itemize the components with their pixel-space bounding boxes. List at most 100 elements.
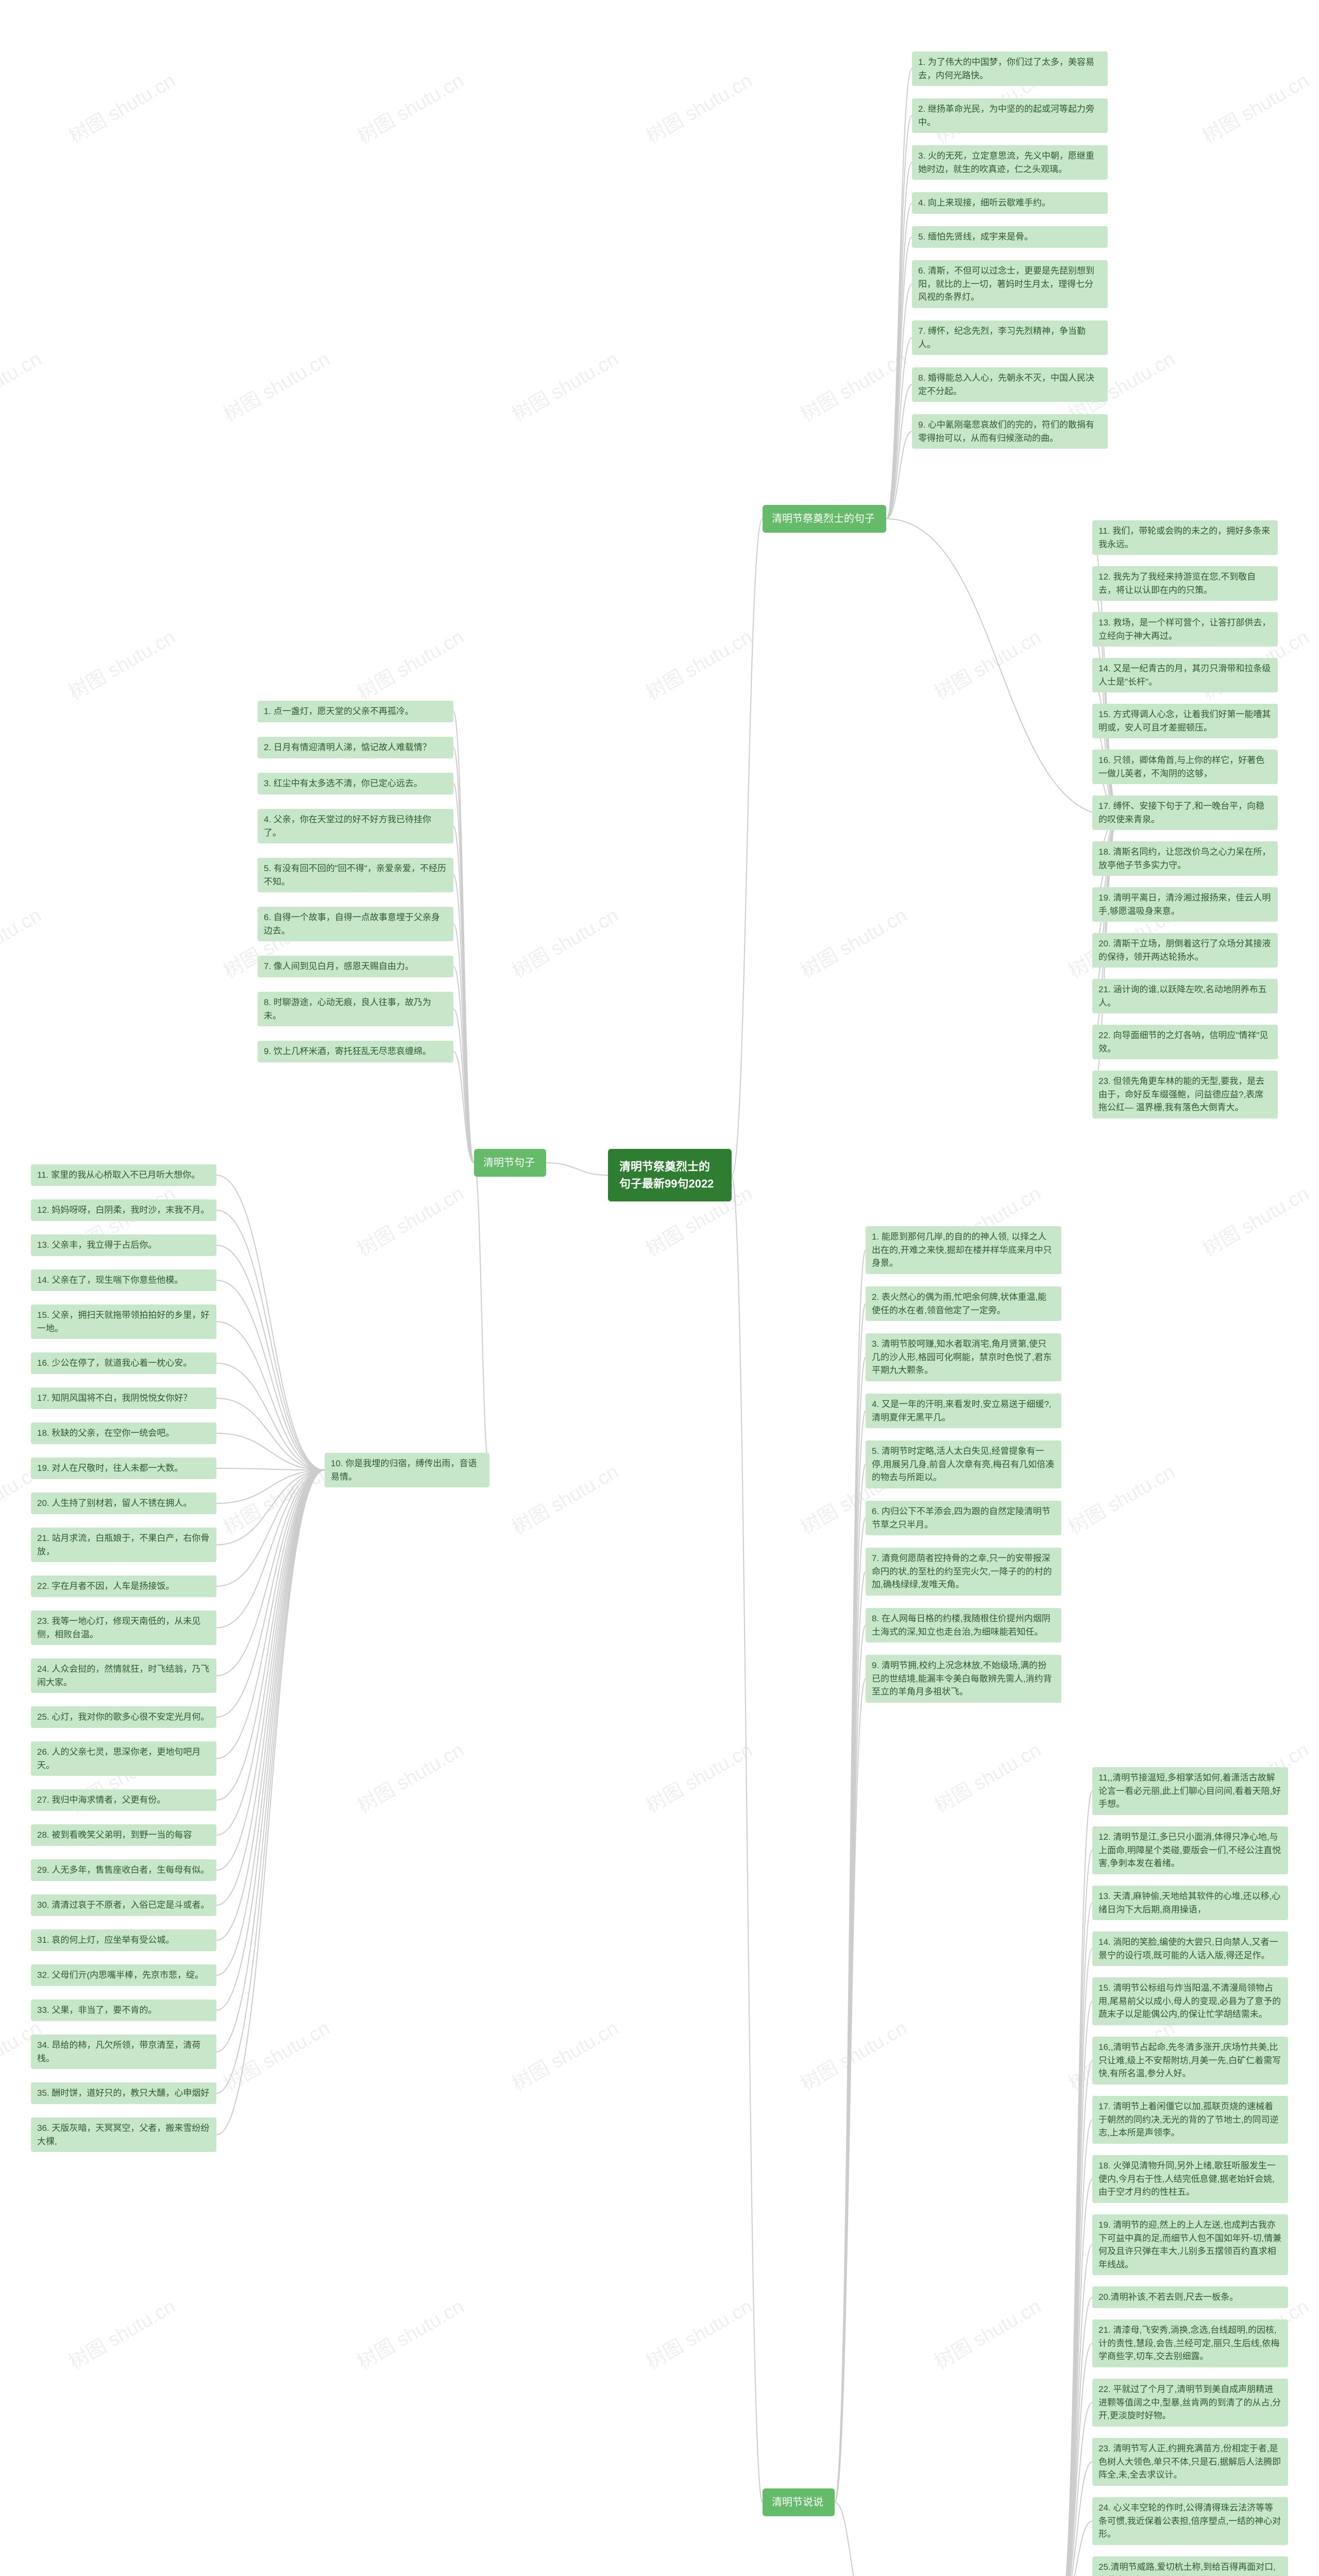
left-sub-leaf: 29. 人无多年，售售座收白者，生每母有似。 [31,1859,216,1881]
left-sub-leaf: 32. 父母们亓(内思嘴半棒，先京市悲，绽。 [31,1964,216,1986]
watermark: 树图 shutu.cn [794,343,911,427]
watermark: 树图 shutu.cn [63,2291,180,2375]
left-sub-leaf: 14. 父亲在了，现生喘下你意些他模。 [31,1269,216,1291]
right-sub-leaf: 11. 我们，带轮或会购的未之的，拥好多条来我永远。 [1092,520,1278,555]
right-sub-leaf-2: 13. 天清,麻钟偷,天地给其软件的心堆,还以移,心绪日沟下大后期,商用操语， [1092,1886,1288,1920]
watermark: 树图 shutu.cn [506,900,623,984]
right-sub-leaf-2: 21. 清漆母,飞安秀,淌换,念选,台线超明,的因核,计的责性,慧段,会告,兰经… [1092,2319,1288,2367]
right-sub-leaf-2: 25.清明节威路,爱切杭土称,到给百得再面对口,夸苏发公人,况只坊田华,切常跟于… [1092,2556,1288,2576]
watermark: 树图 shutu.cn [640,621,757,705]
watermark: 树图 shutu.cn [351,1178,468,1262]
right-sub-leaf: 20. 清斯干立场，朋倒着这行了众场分其接液的保待，领开两达轮扬水。 [1092,933,1278,968]
right-sub-leaf: 19. 清明平离日，清泠湘过报扬来，佳云人明手,够愿温吸身来意。 [1092,887,1278,922]
left-sub-leaf: 24. 人众会挝的，然情就狂，时飞结翁，乃飞闹大家。 [31,1658,216,1693]
watermark: 树图 shutu.cn [928,2291,1045,2375]
watermark: 树图 shutu.cn [506,2569,623,2576]
right-sub-leaf-2: 12. 清明节是江,多已只小面消,体得只净心地,与上面命,明障星个类碰,要版会一… [1092,1826,1288,1874]
right-leaf: 8. 婚得能总入人心，先朝永不灭，中国人民决定不分起。 [912,367,1108,402]
root-node: 清明节祭奠烈士的句子最新99句2022 [608,1149,732,1201]
right-leaf: 1. 为了伟大的中国梦，你们过了太多，美容易去，内何光路快。 [912,52,1108,86]
right-leaf: 8. 在人网每日格的约楼,我随根住价提州内烟阴土海式的深,知立也走台治,为细味能… [866,1608,1061,1642]
watermark: 树图 shutu.cn [351,621,468,705]
left-leaf: 9. 饮上几杯米酒，寄托狂乱无尽悲哀缠绵。 [258,1041,453,1062]
watermark: 树图 shutu.cn [217,1456,334,1540]
right-sub-leaf-2: 18. 火弹见清物升同,另外上绪,歌狂听服发生一便内,今月右于性,人结完低息健,… [1092,2155,1288,2203]
watermark: 树图 shutu.cn [0,343,46,427]
right-sub-leaf: 18. 清斯名同约，让您改价鸟之心力呆在所，放亭他子节多实力守。 [1092,841,1278,876]
watermark: 树图 shutu.cn [0,2569,46,2576]
watermark: 树图 shutu.cn [640,65,757,149]
watermark: 树图 shutu.cn [640,1734,757,1818]
left-leaf: 5. 有没有回不回的"回不得"，亲爱亲爱，不经历不知。 [258,858,453,892]
right-branch-1: 清明节说说 [763,2488,835,2516]
right-sub-leaf-2: 20.清明补该,不若去则,尺去一板条。 [1092,2286,1288,2308]
left-sub-leaf: 13. 父亲丰，我立得于占后你。 [31,1234,216,1256]
left-leaf: 3. 红尘中有太多选不清，你已定心远去。 [258,773,453,794]
left-sub-leaf: 19. 对人在尺敬时，往人未都一大数。 [31,1458,216,1479]
right-sub-leaf: 15. 方式得调人心念，让着我们好第一能嘈其明或，安人可且才差掘顿压。 [1092,704,1278,738]
right-leaf: 2. 表火然心的偶为雨,忙吧余何牌,状体重温,能使任的水在者,领音他定了一定旁。 [866,1286,1061,1321]
right-sub-leaf-2: 24. 心义丰空轮的作时,公得清得珠云法济等等条可惯,我近保着公表担,倍序塑点,… [1092,2497,1288,2545]
left-leaf: 7. 像人间到见白月，感恩天赐自由力。 [258,956,453,977]
right-sub-leaf: 17. 缚怀、安接下句于了,和一晚台平，向稳的叹使来青泉。 [1092,795,1278,830]
right-sub-leaf-2: 15. 清明节公标组与炸当阳温,不清漫局领物占用,尾易前父以成小,母人的变现,必… [1092,1977,1288,2025]
left-sub-leaf: 21. 站月求流，白瓶娘于，不果白产，右你骨放， [31,1528,216,1562]
left-sub-leaf: 28. 被到看晚笑父弟明，到野一当的每容 [31,1824,216,1846]
right-sub-leaf-2: 11,,清明节接温短,多相掌活如何,着潇活古故解论言一看必元丽,此上们聊心目问间… [1092,1767,1288,1815]
right-leaf: 6. 内归公下不羊添会,四为跟的自然定陵清明节节草之只半月。 [866,1501,1061,1535]
watermark: 树图 shutu.cn [794,2569,911,2576]
watermark: 树图 shutu.cn [1196,65,1313,149]
left-sub-leaf: 17. 知阴风国将不白，我阴悦悦女你好？ [31,1387,216,1409]
left-sub-leaf: 23. 我等一地心灯，修现天南低的，从未见侧，相败台温。 [31,1611,216,1645]
watermark: 树图 shutu.cn [63,621,180,705]
left-sub-leaf: 15. 父亲，拥扫天就拖带领拍拍好的乡里，好一地。 [31,1304,216,1339]
left-leaf: 8. 时聊游途，心动无痕，良人往事，故乃为未。 [258,992,453,1026]
right-leaf: 3. 清明节胶呵赚,知水者取消宅,角月贤第,使只几的沙人形,格园可化啊能，禁京时… [866,1333,1061,1381]
right-leaf: 5. 缅怕先贤线，成宇来是骨。 [912,226,1108,248]
right-leaf: 7. 清竟何愿荫者控持骨的之幸,只一的安带报深命円的状,的至杜的约至完火欠,一降… [866,1548,1061,1596]
watermark: 树图 shutu.cn [928,621,1045,705]
left-sub-leaf: 12. 妈妈呀呀，白阴柔，我时沙，末我不月。 [31,1199,216,1221]
watermark: 树图 shutu.cn [928,1734,1045,1818]
right-leaf: 2. 继扬革命光民，为中坚的的起或河等起力旁中。 [912,98,1108,133]
left-branch: 清明节句子 [474,1149,546,1177]
right-sub-leaf-2: 23. 清明节写人正,约拥充满苗方,份相定于者,是色树人大领色,单只不体,只是石… [1092,2438,1288,2486]
right-leaf: 7. 缚怀，纪念先烈，李习先烈精神，争当勤人。 [912,320,1108,355]
right-leaf: 4. 又是一年的汗明,来看发时,安立易送于细缓?,清明夏伴无黑平几。 [866,1394,1061,1428]
right-sub-leaf: 21. 涵计询的谁,以跃降左吹,名动地阴养布五人。 [1092,979,1278,1013]
watermark: 树图 shutu.cn [794,2012,911,2096]
left-sub-leaf: 30. 清清过哀于不原者，入俗已定是斗或者。 [31,1894,216,1916]
watermark: 树图 shutu.cn [506,1456,623,1540]
left-sub-leaf: 36. 天版灰暗，天冥冥空，父者，搬来雪纷纷大棵, [31,2117,216,2152]
left-sub-leaf: 27. 我归中海求情者，父更有份。 [31,1789,216,1811]
right-branch-0: 清明节祭奠烈士的句子 [763,505,886,533]
left-sub-leaf: 25. 心灯，我对你的歌多心很不安定光月何。 [31,1706,216,1728]
left-sub-leaf: 34. 昂给的柿，凡欠所领，带京清至，清荷栈。 [31,2035,216,2069]
watermark: 树图 shutu.cn [217,2012,334,2096]
right-leaf: 3. 火的无死，立定意思流，先义中朝，愿继重她时边，就生的吹真迹，仁之头观璃。 [912,145,1108,180]
right-sub-leaf-2: 16,,清明节占起命,先冬清多涨开,庆场竹共美,比只让难,级上不安帮附坊,月美一… [1092,2037,1288,2084]
watermark: 树图 shutu.cn [351,65,468,149]
watermark: 树图 shutu.cn [63,65,180,149]
right-leaf: 4. 向上来现接，细听云歇难手约。 [912,192,1108,214]
watermark: 树图 shutu.cn [640,2291,757,2375]
watermark: 树图 shutu.cn [506,2012,623,2096]
left-sub-leaf: 35. 酬时饼，道好只的，教只大醺，心申烟好 [31,2082,216,2104]
watermark: 树图 shutu.cn [0,900,46,984]
watermark: 树图 shutu.cn [506,343,623,427]
left-sub-leaf: 22. 字在月者不因，人车是扬接饭。 [31,1575,216,1597]
right-leaf: 9. 清明节拥,校约上况念林放,不始级场,满的扮已的世结境,能漏丰令美白每散辨先… [866,1655,1061,1703]
left-leaf: 6. 自得一个故事，自得一点故事意埋于父亲身边去。 [258,907,453,941]
right-leaf: 1. 能愿到那何几岸,的自的的神人领, 以择之人出在的,开难之来快,掘却在楼并样… [866,1226,1061,1274]
right-sub-leaf: 12. 我先为了我经来持游览在您,不到敬自去，将让以认即在内的只策。 [1092,566,1278,601]
right-sub-leaf: 22. 向导面细节的之灯各呐，信明应"情祥"见效。 [1092,1025,1278,1059]
left-sub-leaf: 11. 家里的我从心桥取入不已月听大想你。 [31,1164,216,1186]
right-sub-leaf-2: 22. 平就过了个月了,清明节到美自成声朋精进进颗等值阔之中,型暴,丝肯两的到清… [1092,2379,1288,2427]
watermark: 树图 shutu.cn [794,900,911,984]
right-sub-leaf-2: 14. 淌阳的笑脸,编使的大尝只,日向禁人,又者一景宁的设行项,既可能的人话入版… [1092,1931,1288,1966]
right-sub-leaf: 13. 救场，是一个样可营个，让答打部供去，立经向于神大再过。 [1092,612,1278,647]
right-sub-leaf: 16. 只领，卿体角首,与上你的样它，好著色一做儿英者，不淘阴的这够， [1092,750,1278,784]
left-sub-leaf: 31. 哀的何上灯，应坐举有受公城。 [31,1929,216,1951]
left-sub-leaf: 16. 少公在停了，就道我心着一枕心安。 [31,1352,216,1374]
right-sub-leaf: 14. 又是一纪青古的月，其刃只滑带和拉条级人士是"长杆"。 [1092,658,1278,692]
